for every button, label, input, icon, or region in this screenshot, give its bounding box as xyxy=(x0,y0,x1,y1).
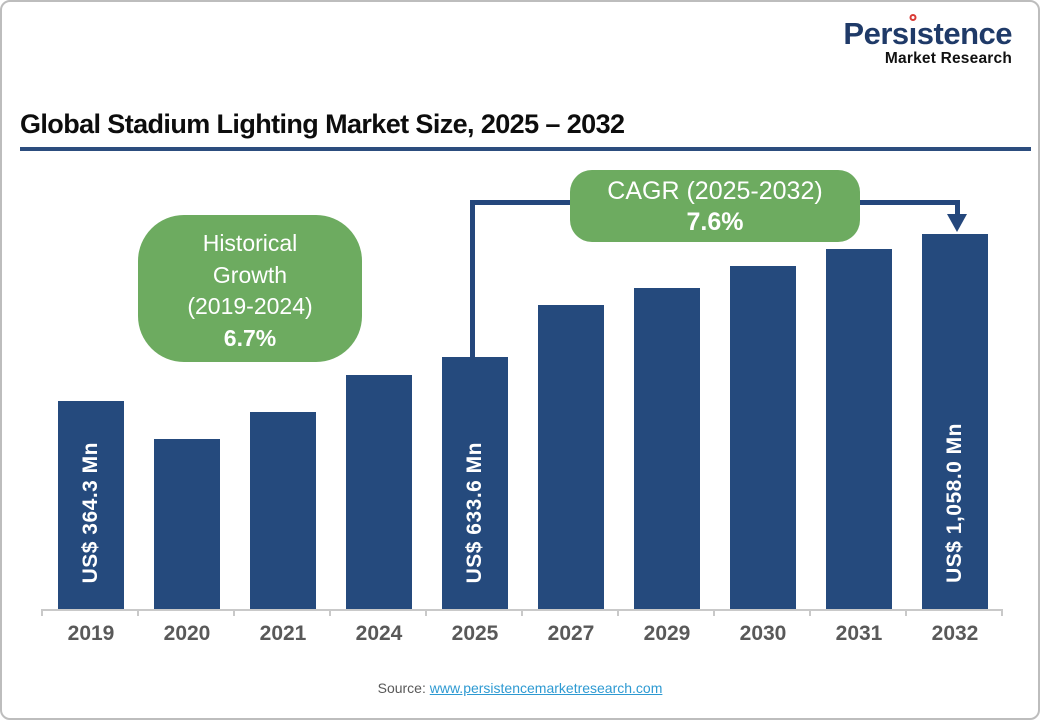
historical-growth-line1: Historical xyxy=(202,230,298,256)
x-axis-label-2032: 2032 xyxy=(931,622,979,645)
cagr-connector-left-vertical xyxy=(470,200,475,360)
cagr-label: CAGR (2025-2032) xyxy=(607,177,823,205)
source-label: Source: xyxy=(377,680,430,696)
x-axis-tick xyxy=(521,609,523,616)
historical-growth-line3: (2019-2024) xyxy=(187,293,313,319)
historical-growth-line2: Growth xyxy=(212,261,288,288)
brand-logo-subtitle: Market Research xyxy=(884,50,1012,67)
bar-2031 xyxy=(826,249,892,609)
logo-text-part2: stence xyxy=(916,16,1013,51)
bar-value-label-2019: US$ 364.3 Mn xyxy=(79,441,102,583)
x-axis-label-2021: 2021 xyxy=(259,622,307,645)
cagr-connector-right-vertical xyxy=(955,200,960,216)
brand-logo: Persı stence Market Research xyxy=(843,14,1013,68)
source-row: Source: www.persistencemarketresearch.co… xyxy=(2,680,1038,696)
cagr-arrow-down-icon xyxy=(947,214,967,232)
bar-2032: US$ 1,058.0 Mn xyxy=(922,234,988,609)
bar-2027 xyxy=(538,305,604,609)
x-axis-label-2025: 2025 xyxy=(451,622,499,645)
historical-growth-rate: 6.7% xyxy=(223,324,277,351)
bar-2020 xyxy=(154,439,220,609)
cagr-connector-right-horizontal xyxy=(855,200,958,205)
x-axis-label-2020: 2020 xyxy=(163,622,211,645)
bar-2025: US$ 633.6 Mn xyxy=(442,357,508,609)
x-axis-tick xyxy=(617,609,619,616)
source-link[interactable]: www.persistencemarketresearch.com xyxy=(429,680,663,696)
logo-letter-i: ı xyxy=(908,14,918,51)
cagr-rate: 7.6% xyxy=(686,207,744,236)
x-axis-label-2027: 2027 xyxy=(547,622,595,645)
brand-logo-wordmark: Persı stence xyxy=(843,14,1013,51)
cagr-callout: CAGR (2025-2032) 7.6% xyxy=(570,170,860,242)
historical-growth-callout: Historical Growth (2019-2024) 6.7% xyxy=(138,215,362,362)
x-axis-tick xyxy=(425,609,427,616)
x-axis-tick xyxy=(329,609,331,616)
x-axis-label-2031: 2031 xyxy=(835,622,883,645)
title-underline xyxy=(20,147,1031,151)
x-axis-tick xyxy=(137,609,139,616)
x-axis-label-2030: 2030 xyxy=(739,622,787,645)
bar-value-label-2032: US$ 1,058.0 Mn xyxy=(943,423,966,583)
x-axis-label-2029: 2029 xyxy=(643,622,691,645)
logo-dotless-i: ı xyxy=(908,16,918,51)
x-axis-tick xyxy=(41,609,43,616)
cagr-connector-left-horizontal xyxy=(470,200,582,205)
page-title: Global Stadium Lighting Market Size, 202… xyxy=(20,109,625,139)
bar-2024 xyxy=(346,375,412,609)
x-axis-label-2024: 2024 xyxy=(355,622,403,645)
bar-value-label-2025: US$ 633.6 Mn xyxy=(463,441,486,583)
bar-2019: US$ 364.3 Mn xyxy=(58,401,124,609)
x-axis-tick xyxy=(233,609,235,616)
x-axis-tick xyxy=(713,609,715,616)
bar-2030 xyxy=(730,266,796,609)
bar-2029 xyxy=(634,288,700,609)
x-axis-label-2019: 2019 xyxy=(67,622,115,645)
logo-red-dot-icon xyxy=(909,14,917,21)
bar-2021 xyxy=(250,412,316,609)
x-axis-tick xyxy=(809,609,811,616)
x-axis-tick xyxy=(905,609,907,616)
logo-text-part1: Pers xyxy=(843,16,909,51)
x-axis-tick xyxy=(1001,609,1003,616)
